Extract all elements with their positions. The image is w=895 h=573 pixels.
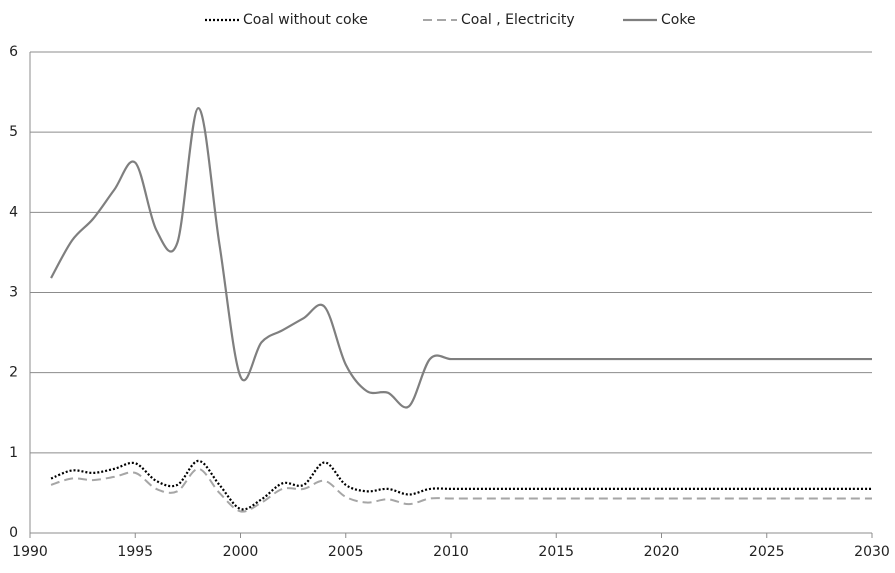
- legend-label: Coal without coke: [243, 12, 368, 28]
- y-tick-label: 2: [9, 365, 18, 381]
- legend-label: Coke: [661, 12, 696, 28]
- x-tick-label: 2020: [644, 544, 680, 560]
- y-tick-label: 4: [9, 204, 18, 220]
- x-tick-label: 2000: [223, 544, 259, 560]
- y-tick-label: 3: [9, 285, 18, 301]
- line-series: [50, 459, 872, 511]
- x-tick-label: 2015: [538, 544, 574, 560]
- y-tick-label: 1: [9, 445, 18, 461]
- x-tick-label: 2030: [854, 544, 890, 560]
- y-tick-label: 6: [9, 44, 18, 60]
- x-tick-label: 1990: [12, 544, 48, 560]
- x-tick-label: 2010: [433, 544, 469, 560]
- x-tick-label: 2005: [328, 544, 364, 560]
- line-series: [50, 467, 872, 513]
- x-tick-label: 2025: [749, 544, 785, 560]
- y-tick-label: 5: [9, 124, 18, 140]
- y-tick-label: 0: [9, 525, 18, 541]
- x-tick-label: 1995: [117, 544, 153, 560]
- legend-label: Coal , Electricity: [461, 12, 575, 28]
- line-series: [50, 107, 872, 409]
